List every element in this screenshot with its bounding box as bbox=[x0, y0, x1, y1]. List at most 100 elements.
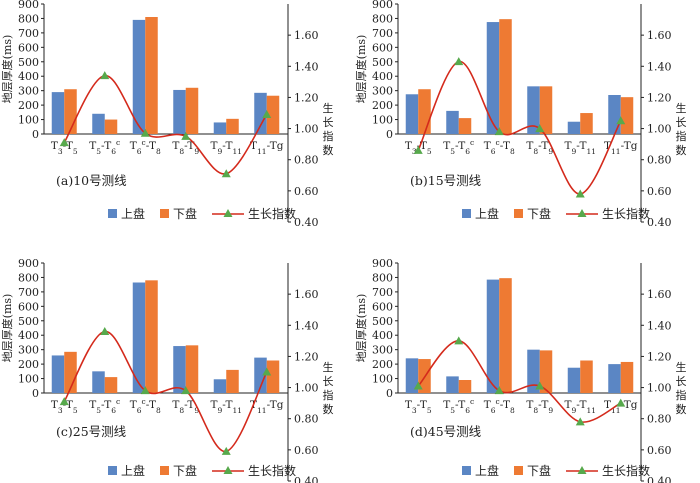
bar-lower bbox=[620, 361, 634, 393]
x-tick-part: 5 bbox=[96, 147, 101, 156]
growth-index-point bbox=[100, 71, 110, 80]
x-tick-label: T11-Tg bbox=[604, 140, 638, 156]
y-tick-label: 600 bbox=[372, 41, 393, 54]
y-tick-label: 0 bbox=[32, 128, 39, 141]
y2-axis-title: 生长指数 bbox=[323, 360, 334, 416]
y-tick-label: 500 bbox=[372, 315, 393, 328]
y2-axis-title-char: 指 bbox=[676, 388, 687, 402]
x-tick-part: 8 bbox=[156, 406, 161, 415]
x-tick-part: - bbox=[576, 399, 580, 411]
x-tick-part: T bbox=[503, 399, 510, 411]
x-tick-part: - bbox=[184, 399, 188, 411]
x-tick-part: T bbox=[149, 140, 156, 152]
y2-tick-label: 1.00 bbox=[294, 382, 319, 395]
y-tick-label: 100 bbox=[372, 114, 393, 127]
y-tick-label: 500 bbox=[18, 56, 39, 69]
x-tick-part: 6 bbox=[137, 147, 142, 156]
bar-upper bbox=[405, 94, 419, 134]
y2-axis-title-char: 指 bbox=[323, 129, 334, 143]
y-tick-label: 0 bbox=[32, 387, 39, 400]
y-tick-label: 100 bbox=[18, 114, 39, 127]
growth-index-point bbox=[535, 381, 545, 390]
x-tick-part: 9 bbox=[194, 147, 199, 156]
y-tick-label: 800 bbox=[18, 271, 39, 284]
y-tick-label: 200 bbox=[18, 358, 39, 371]
y-tick-label: 0 bbox=[386, 387, 393, 400]
x-tick-part: c bbox=[470, 138, 474, 147]
x-tick-part: 11 bbox=[257, 147, 267, 156]
x-tick-label: T9-T11 bbox=[210, 140, 242, 156]
y-axis-title: 地层厚度(ms) bbox=[354, 35, 368, 104]
y-tick-label: 600 bbox=[18, 300, 39, 313]
growth-index-point bbox=[262, 110, 272, 119]
bar-upper bbox=[213, 122, 227, 134]
y2-tick-label: 1.40 bbox=[294, 319, 319, 332]
y2-tick-label: 0.60 bbox=[647, 444, 672, 457]
y2-tick-label: 1.40 bbox=[647, 60, 672, 73]
bar-upper bbox=[92, 371, 105, 393]
growth-index-point bbox=[100, 327, 110, 336]
y2-tick-label: 0.80 bbox=[294, 413, 319, 426]
x-tick-part: c bbox=[496, 397, 500, 406]
y2-tick-label: 0.80 bbox=[647, 154, 672, 167]
y-tick-label: 500 bbox=[372, 56, 393, 69]
y2-tick-label: 0.40 bbox=[294, 216, 319, 229]
x-tick-label: T3-T5 bbox=[405, 140, 432, 156]
x-tick-part: T bbox=[503, 140, 510, 152]
x-tick-part: T bbox=[130, 399, 137, 411]
bar-upper bbox=[132, 282, 146, 393]
y-tick-label: 800 bbox=[18, 12, 39, 25]
x-tick-part: 9 bbox=[217, 147, 222, 156]
y2-tick-label: 0.40 bbox=[647, 216, 672, 229]
bar-lower bbox=[185, 87, 199, 134]
x-tick-part: 8 bbox=[533, 147, 538, 156]
y2-tick-label: 0.60 bbox=[647, 185, 672, 198]
bar-upper bbox=[213, 379, 227, 393]
y2-tick-label: 1.20 bbox=[294, 350, 319, 363]
x-tick-label: T8-T9 bbox=[172, 140, 199, 156]
x-tick-part: - bbox=[222, 140, 226, 152]
bar-upper bbox=[254, 92, 267, 134]
x-tick-part: T bbox=[579, 399, 586, 411]
y-tick-label: 200 bbox=[18, 99, 39, 112]
growth-index-point bbox=[59, 138, 69, 147]
y2-tick-label: 0.80 bbox=[647, 413, 672, 426]
y-tick-label: 500 bbox=[18, 315, 39, 328]
x-tick-part: T bbox=[250, 140, 257, 152]
legend-swatch-upper bbox=[462, 209, 471, 218]
x-tick-part: T bbox=[420, 399, 427, 411]
x-tick-part: 5 bbox=[427, 406, 432, 415]
x-tick-part: T bbox=[210, 399, 217, 411]
x-tick-part: c bbox=[142, 397, 146, 406]
x-tick-part: c bbox=[116, 138, 120, 147]
bar-lower bbox=[458, 118, 472, 134]
x-tick-part: - bbox=[417, 140, 421, 152]
x-tick-part: T bbox=[187, 140, 194, 152]
x-tick-part: 8 bbox=[510, 147, 515, 156]
y2-axis-title-char: 长 bbox=[676, 375, 687, 388]
y2-axis-title-char: 数 bbox=[676, 403, 687, 416]
x-tick-part: c bbox=[470, 397, 474, 406]
y-tick-label: 0 bbox=[386, 128, 393, 141]
y2-tick-label: 1.20 bbox=[294, 91, 319, 104]
growth-index-point bbox=[59, 397, 69, 406]
y2-tick-label: 1.00 bbox=[294, 123, 319, 136]
x-tick-part: T bbox=[443, 140, 450, 152]
y-axis-title: 地层厚度(ms) bbox=[0, 35, 14, 104]
x-tick-part: - bbox=[184, 140, 188, 152]
x-tick-part: T bbox=[225, 140, 232, 152]
y-tick-label: 300 bbox=[18, 344, 39, 357]
x-tick-part: 6 bbox=[111, 147, 116, 156]
x-tick-part: 11 bbox=[586, 147, 596, 156]
growth-index-point bbox=[221, 169, 231, 178]
x-tick-part: 9 bbox=[217, 406, 222, 415]
x-tick-label: T9-T11 bbox=[564, 399, 596, 415]
y2-axis-title-char: 数 bbox=[323, 403, 334, 416]
growth-index-point bbox=[454, 57, 464, 66]
y2-tick-label: 1.60 bbox=[294, 288, 319, 301]
x-tick-part: Tg bbox=[624, 399, 638, 411]
bar-upper bbox=[92, 113, 105, 134]
x-tick-part: 11 bbox=[586, 406, 596, 415]
legend-swatch-upper bbox=[462, 466, 471, 475]
